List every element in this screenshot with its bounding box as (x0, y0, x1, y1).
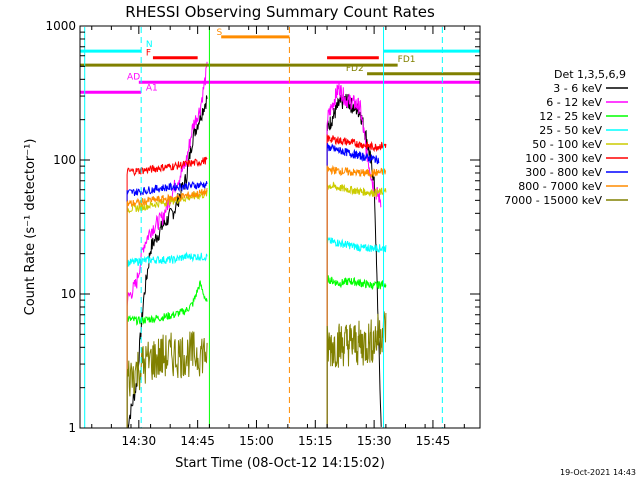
legend-entry: 100 - 300 keV (525, 152, 602, 165)
flag-label: FD2 (346, 64, 364, 74)
legend-entry: 3 - 6 keV (553, 82, 602, 95)
series-line (126, 180, 208, 428)
flag-label: F (146, 49, 151, 59)
series-line (126, 95, 208, 429)
flag-label: FD1 (398, 55, 416, 65)
x-axis-label: Start Time (08-Oct-12 14:15:02) (175, 456, 385, 471)
legend-entry: 300 - 800 keV (525, 166, 602, 179)
series-line (326, 164, 387, 428)
y-tick-label: 100 (53, 153, 76, 167)
flag-label: AD (127, 72, 140, 82)
series-line (126, 330, 208, 428)
plot-frame (79, 25, 481, 429)
series-line (126, 280, 208, 428)
x-tick-label: 15:15 (298, 434, 333, 448)
flag-label: S (216, 28, 222, 38)
chart-title: RHESSI Observing Summary Count Rates (125, 3, 435, 21)
series-line (326, 134, 387, 428)
series-line (126, 188, 208, 428)
legend-entry: 800 - 7000 keV (518, 180, 602, 193)
legend-entry: 25 - 50 keV (539, 124, 602, 137)
x-tick-label: 15:45 (416, 434, 451, 448)
flag-bars: N S F FD1 FD2 AD A1 (80, 28, 480, 94)
series-line (326, 275, 387, 428)
y-tick-label: 1000 (45, 19, 76, 33)
flag-label: A1 (146, 84, 158, 94)
series-line (326, 143, 380, 428)
legend-entry: 6 - 12 keV (546, 96, 602, 109)
series-line (126, 156, 208, 428)
legend-entry: 12 - 25 keV (539, 110, 602, 123)
y-tick-label: 1 (68, 421, 76, 435)
y-axis-label: Count Rate (s⁻¹ detector⁻¹) (23, 139, 38, 316)
legend-entry: 50 - 100 keV (532, 138, 602, 151)
x-tick-label: 14:30 (122, 434, 157, 448)
x-tick-label: 15:30 (357, 434, 392, 448)
axes: 1 10 100 1000 14:30 14:45 15:00 15:15 15:30 15:45 (45, 19, 480, 448)
y-tick-label: 10 (61, 287, 76, 301)
legend-title: Det 1,3,5,6,9 (554, 68, 626, 81)
legend-entry: 7000 - 15000 keV (504, 194, 602, 207)
x-tick-label: 14:45 (180, 434, 215, 448)
series-line (326, 181, 387, 428)
flag-label: N (146, 40, 153, 50)
data-traces (126, 61, 387, 429)
vertical-markers (84, 27, 443, 428)
series-line (326, 81, 382, 428)
series-line (326, 311, 387, 428)
series-line (326, 237, 387, 428)
x-tick-label: 15:00 (239, 434, 274, 448)
footer-timestamp: 19-Oct-2021 14:43 (560, 468, 636, 477)
series-line (126, 251, 208, 428)
